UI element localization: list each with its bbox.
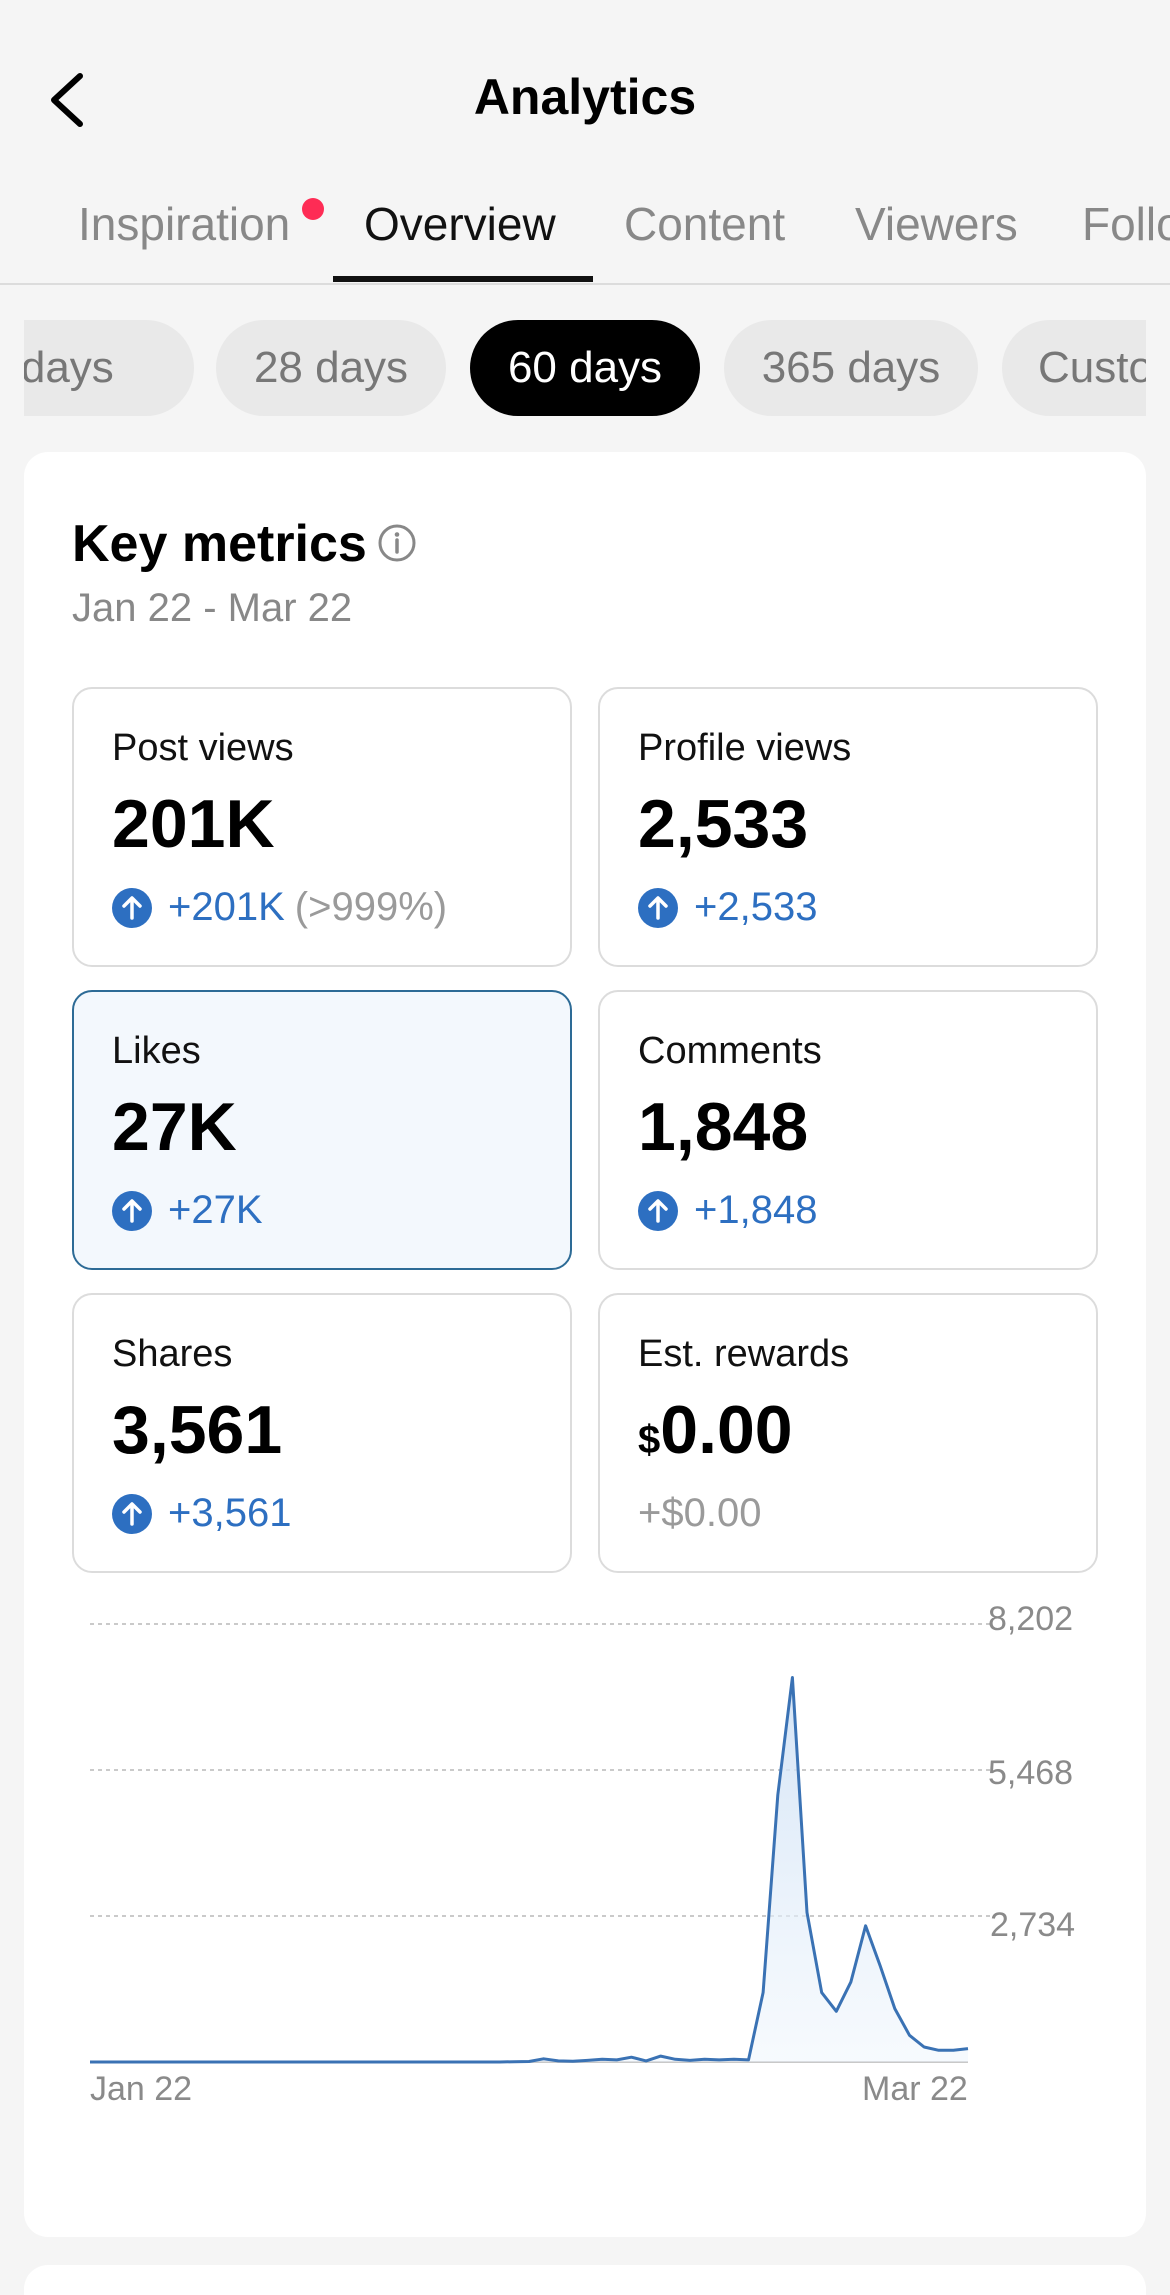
tab-followers[interactable]: Followers <box>1082 198 1170 250</box>
metric-change-percent: (>999%) <box>294 885 448 929</box>
y-tick-label: 5,468 <box>988 1754 1074 1792</box>
metric-value: 3,561 <box>112 1392 283 1468</box>
arrow-up-circle-icon <box>112 1190 152 1231</box>
period-28-days[interactable]: 28 days <box>216 320 446 416</box>
key-metrics-card: Key metrics Jan 22 - Mar 22 Post views 2… <box>24 452 1146 2237</box>
metric-value: 1,848 <box>638 1089 809 1165</box>
metric-change-value: +1,848 <box>694 1188 818 1232</box>
info-icon[interactable] <box>376 522 418 564</box>
metric-value: 27K <box>112 1089 237 1165</box>
metric-shares[interactable]: Shares 3,561 +3,561 <box>72 1293 572 1573</box>
series-line <box>90 1676 969 2064</box>
y-tick-label: 2,734 <box>990 1906 1076 1944</box>
metric-profile-views[interactable]: Profile views 2,533 +2,533 <box>598 687 1098 967</box>
metric-change: +201K (>999%) <box>112 885 447 930</box>
tab-overview[interactable]: Overview <box>364 198 556 250</box>
metric-change-value: +27K <box>168 1188 263 1232</box>
notification-dot <box>302 198 324 220</box>
metric-label: Post views <box>112 727 294 769</box>
chevron-left-icon <box>51 73 83 127</box>
tab-bar: Inspiration Overview Content Viewers Fol… <box>0 175 1170 285</box>
metric-change: +3,561 <box>112 1491 291 1536</box>
tab-content[interactable]: Content <box>624 198 786 250</box>
metric-change: +27K <box>112 1188 263 1233</box>
x-tick-label: Jan 22 <box>90 2070 193 2108</box>
tab-viewers[interactable]: Viewers <box>855 198 1018 250</box>
arrow-up-circle-icon <box>112 887 152 928</box>
metric-change: +$0.00 <box>638 1491 761 1536</box>
period-custom[interactable]: Custom <box>1002 320 1146 416</box>
page-title: Analytics <box>473 69 697 125</box>
back-button[interactable] <box>40 60 100 140</box>
key-metrics-title: Key metrics <box>72 515 367 573</box>
metric-label: Est. rewards <box>638 1333 850 1375</box>
likes-chart[interactable]: 8,202 5,468 2,734 Jan 22 Mar 22 <box>24 1600 1146 2202</box>
metric-change-value: +2,533 <box>694 885 818 929</box>
metric-likes[interactable]: Likes 27K +27K <box>72 990 572 1270</box>
period-60-days[interactable]: 60 days <box>470 320 700 416</box>
metric-label: Comments <box>638 1030 822 1072</box>
x-tick-label: Mar 22 <box>862 2070 968 2108</box>
metric-value: 201K <box>112 786 275 862</box>
tab-inspiration[interactable]: Inspiration <box>78 198 291 250</box>
series-area <box>90 1677 968 2062</box>
metric-change-value: +$0.00 <box>638 1491 762 1535</box>
arrow-up-circle-icon <box>112 1493 152 1534</box>
metric-value: $0.00 <box>638 1391 793 1469</box>
arrow-up-circle-icon <box>638 887 678 928</box>
date-range: Jan 22 - Mar 22 <box>72 586 353 630</box>
period-365-days[interactable]: 365 days <box>724 320 978 416</box>
metric-change: +1,848 <box>638 1188 817 1233</box>
metric-label: Likes <box>112 1030 201 1072</box>
y-tick-label: 8,202 <box>988 1600 1074 1638</box>
metric-value: 2,533 <box>638 786 809 862</box>
metric-est-rewards[interactable]: Est. rewards $0.00 +$0.00 <box>598 1293 1098 1573</box>
period-selector: 7 days 28 days 60 days 365 days Custom <box>24 320 1146 418</box>
arrow-up-circle-icon <box>638 1190 678 1231</box>
chart-canvas <box>90 1623 992 2064</box>
next-section-card <box>24 2265 1146 2295</box>
metric-comments[interactable]: Comments 1,848 +1,848 <box>598 990 1098 1270</box>
period-7-days[interactable]: 7 days <box>24 320 194 416</box>
active-tab-indicator <box>333 276 593 282</box>
metric-change-value: +3,561 <box>168 1491 292 1535</box>
header: Analytics <box>0 0 1170 180</box>
metric-change: +2,533 <box>638 885 817 930</box>
metric-label: Shares <box>112 1333 233 1375</box>
metric-label: Profile views <box>638 727 852 769</box>
currency-symbol: $ <box>638 1418 661 1462</box>
metric-post-views[interactable]: Post views 201K +201K (>999%) <box>72 687 572 967</box>
metric-change-value: +201K <box>168 885 285 929</box>
metric-amount: 0.00 <box>660 1392 793 1468</box>
